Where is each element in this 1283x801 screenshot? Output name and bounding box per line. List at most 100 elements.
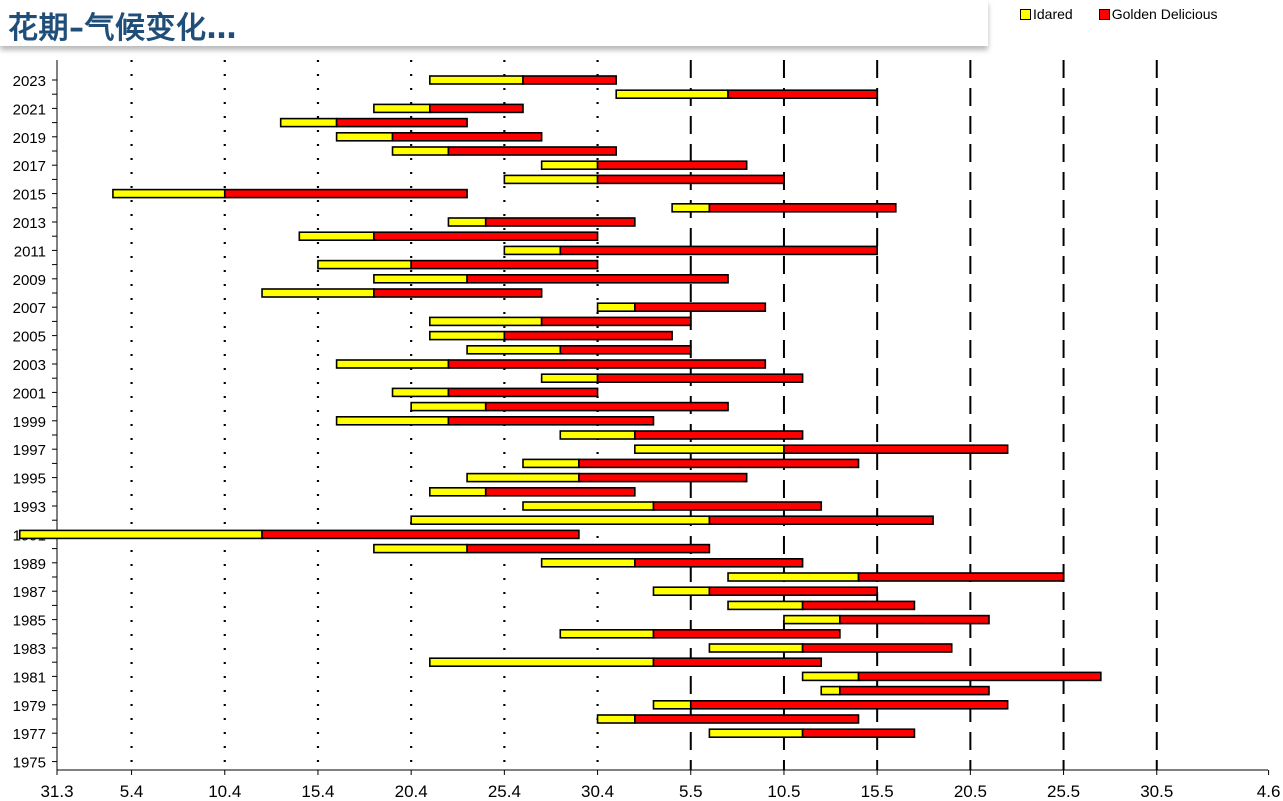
bar-idared-2023: [428, 75, 524, 85]
bar-golden-delicious-1992: [708, 515, 934, 526]
y-tick-label-2023: 2023: [13, 73, 46, 90]
bar-golden-delicious-1994: [484, 486, 636, 497]
x-tick-label-10: 20.5: [954, 782, 987, 801]
y-tick-label-2007: 2007: [13, 300, 46, 317]
bar-golden-delicious-1979: [689, 699, 1009, 710]
bar-golden-delicious-1986: [801, 600, 916, 611]
bar-idared-1990: [373, 543, 468, 554]
legend-swatch-golden-delicious: [1098, 8, 1110, 20]
bar-golden-delicious-2023: [522, 75, 617, 85]
bar-golden-delicious-1993: [652, 501, 823, 511]
bar-idared-2003: [335, 359, 450, 369]
bar-golden-delicious-2002: [596, 373, 804, 384]
bar-golden-delicious-1999: [447, 415, 655, 426]
bar-golden-delicious-2004: [559, 344, 692, 355]
bar-golden-delicious-1988: [857, 572, 1065, 582]
x-tick-label-5: 25.4: [488, 782, 521, 801]
bar-idared-2005: [428, 330, 506, 341]
y-tick-label-1985: 1985: [13, 613, 46, 630]
bar-golden-delicious-2003: [447, 359, 767, 369]
chart-legend: Idared Golden Delicious: [1020, 6, 1218, 22]
bar-idared-2021: [373, 103, 431, 114]
bar-golden-delicious-2000: [484, 401, 729, 412]
bar-golden-delicious-2022: [727, 89, 878, 99]
bar-idared-2004: [466, 344, 562, 355]
y-tick-label-1995: 1995: [13, 471, 46, 488]
bar-idared-2017: [540, 160, 599, 170]
bar-idared-2009: [373, 273, 468, 284]
bar-idared-1996: [522, 458, 580, 469]
x-tick-label-6: 30.4: [581, 782, 614, 801]
bar-golden-delicious-1991: [261, 529, 580, 540]
y-tick-label-1979: 1979: [13, 698, 46, 715]
y-tick-label-1981: 1981: [13, 669, 46, 686]
x-tick-label-3: 15.4: [301, 782, 334, 801]
bar-idared-2014: [671, 203, 711, 213]
bar-golden-delicious-1989: [634, 557, 804, 568]
y-tick-label-1983: 1983: [13, 641, 46, 658]
legend-swatch-idared: [1020, 8, 1031, 20]
bar-idared-1988: [727, 572, 860, 582]
bar-golden-delicious-1984: [652, 628, 841, 639]
bar-idared-1993: [522, 501, 655, 511]
y-tick-label-1975: 1975: [13, 755, 46, 772]
y-tick-label-2011: 2011: [14, 243, 46, 260]
bar-golden-delicious-2008: [373, 288, 543, 298]
y-tick-label-2001: 2001: [13, 385, 46, 402]
bar-idared-1989: [540, 557, 636, 568]
bar-idared-2008: [261, 288, 375, 298]
bar-golden-delicious-2012: [373, 231, 599, 241]
title-banner: 花期–气候变化…: [0, 0, 988, 46]
bar-idared-1984: [559, 628, 655, 639]
bar-golden-delicious-2009: [466, 273, 729, 284]
x-tick-label-9: 15.5: [861, 782, 894, 801]
bar-idared-1985: [783, 614, 841, 625]
bar-idared-2001: [391, 387, 450, 398]
x-tick-label-0: 31.3: [40, 782, 73, 801]
bar-idared-2011: [503, 245, 562, 256]
x-tick-label-13: 4.6: [1257, 782, 1281, 801]
bar-idared-1994: [428, 486, 487, 497]
x-tick-label-12: 30.5: [1140, 782, 1173, 801]
legend-label-idared: Idared: [1033, 6, 1073, 22]
bar-idared-2018: [391, 146, 450, 156]
y-tick-label-1987: 1987: [13, 584, 46, 601]
bar-idared-2013: [447, 217, 487, 227]
bar-golden-delicious-2020: [335, 117, 468, 128]
bar-golden-delicious-1977: [801, 728, 916, 739]
bar-golden-delicious-2001: [447, 387, 599, 398]
x-tick-label-11: 25.5: [1047, 782, 1080, 801]
bar-golden-delicious-1985: [839, 614, 990, 625]
bar-idared-2006: [428, 316, 543, 327]
bar-golden-delicious-1987: [708, 586, 878, 597]
bar-golden-delicious-1997: [783, 444, 1009, 455]
bar-golden-delicious-2018: [447, 146, 617, 156]
bar-idared-2020: [279, 117, 338, 128]
y-tick-label-2003: 2003: [13, 357, 46, 374]
bar-golden-delicious-2006: [540, 316, 692, 327]
bar-idared-1992: [410, 515, 711, 526]
bar-golden-delicious-2019: [391, 132, 543, 142]
bar-idared-1980: [820, 685, 841, 696]
y-tick-label-2015: 2015: [13, 187, 46, 204]
bar-golden-delicious-1995: [578, 472, 748, 483]
bar-golden-delicious-1998: [634, 430, 804, 440]
bar-golden-delicious-2014: [708, 203, 897, 213]
y-tick-label-2017: 2017: [13, 158, 46, 175]
bar-golden-delicious-2007: [634, 302, 767, 313]
bar-idared-1982: [428, 657, 655, 668]
bar-idared-1981: [801, 671, 860, 682]
bar-idared-2002: [540, 373, 599, 384]
y-tick-label-1977: 1977: [13, 726, 46, 743]
bar-idared-2016: [503, 174, 599, 185]
bar-golden-delicious-1982: [652, 657, 823, 668]
bar-idared-2000: [410, 401, 487, 412]
y-tick-label-2013: 2013: [13, 215, 46, 232]
bar-idared-1977: [708, 728, 804, 739]
bar-golden-delicious-2016: [596, 174, 785, 185]
y-tick-label-1997: 1997: [13, 442, 46, 459]
y-tick-label-2021: 2021: [13, 101, 46, 118]
bar-idared-2019: [335, 132, 394, 142]
bar-idared-2010: [317, 259, 412, 270]
